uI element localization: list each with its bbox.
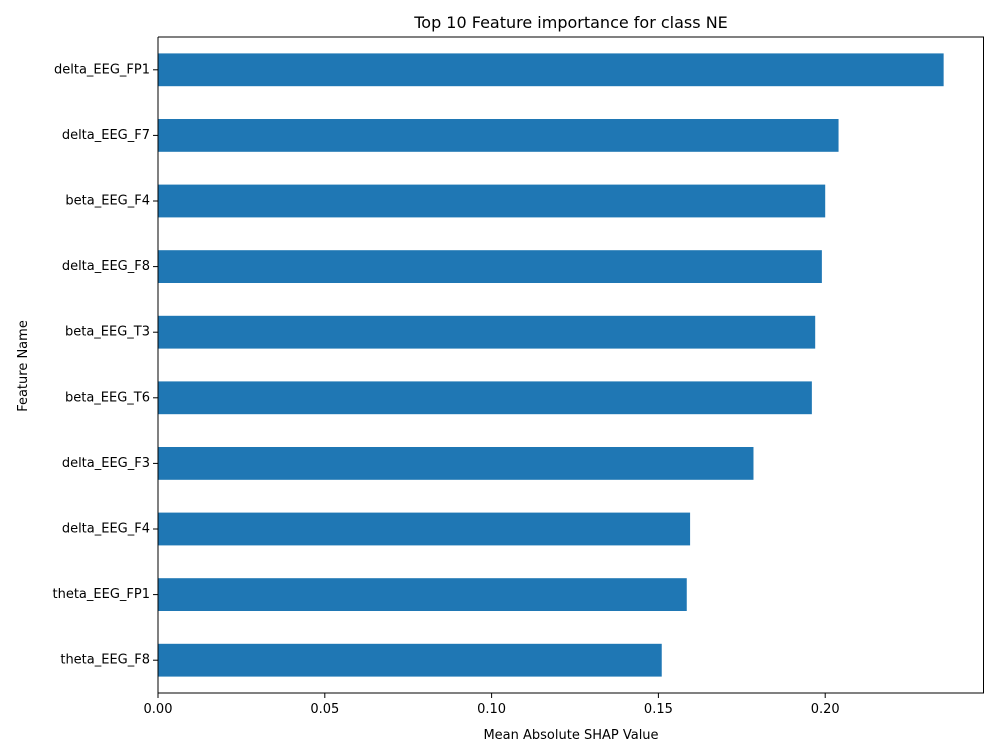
bar-delta_EEG_F7 [158, 119, 839, 152]
bar-theta_EEG_F8 [158, 643, 662, 677]
y-tick-label: delta_EEG_F4 [62, 522, 150, 537]
y-axis-label: Feature Name [16, 320, 31, 412]
x-tick-label: 0.10 [477, 702, 506, 717]
bar-theta_EEG_FP1 [158, 578, 687, 611]
bar-delta_EEG_FP1 [158, 53, 944, 87]
bar-delta_EEG_F3 [158, 447, 754, 480]
x-tick-label: 0.20 [811, 702, 840, 717]
y-tick-label: delta_EEG_F8 [62, 259, 150, 274]
chart-title: Top 10 Feature importance for class NE [413, 13, 728, 32]
y-tick-label: delta_EEG_F3 [62, 456, 150, 471]
x-tick-label: 0.05 [310, 702, 339, 717]
bar-delta_EEG_F4 [158, 512, 691, 546]
x-tick-label: 0.15 [644, 702, 673, 717]
x-axis-label: Mean Absolute SHAP Value [483, 728, 658, 743]
y-ticks: delta_EEG_FP1 delta_EEG_F7 beta_EEG_F4delt… [53, 62, 158, 668]
y-tick-label: theta_EEG_F8 [60, 653, 150, 668]
y-tick-label: beta_EEG_T6 [65, 390, 150, 405]
bar-beta_EEG_F4 [158, 184, 826, 218]
bar-beta_EEG_T3 [158, 315, 816, 349]
y-tick-label: theta_EEG_FP1 [53, 587, 151, 602]
bar-beta_EEG_T6 [158, 381, 812, 415]
y-tick-label: delta_EEG_FP1 [54, 62, 150, 77]
x-ticks: 0.00 0.05 0.10 0.15 0.20 [144, 693, 840, 717]
y-tick-label: delta_EEG_F7 [62, 128, 150, 143]
x-tick-label: 0.00 [144, 702, 173, 717]
bars-layer [158, 53, 944, 677]
y-tick-label: beta_EEG_F4 [65, 194, 150, 209]
y-tick-label: beta_EEG_T3 [65, 325, 150, 340]
bar-delta_EEG_F8 [158, 250, 822, 283]
